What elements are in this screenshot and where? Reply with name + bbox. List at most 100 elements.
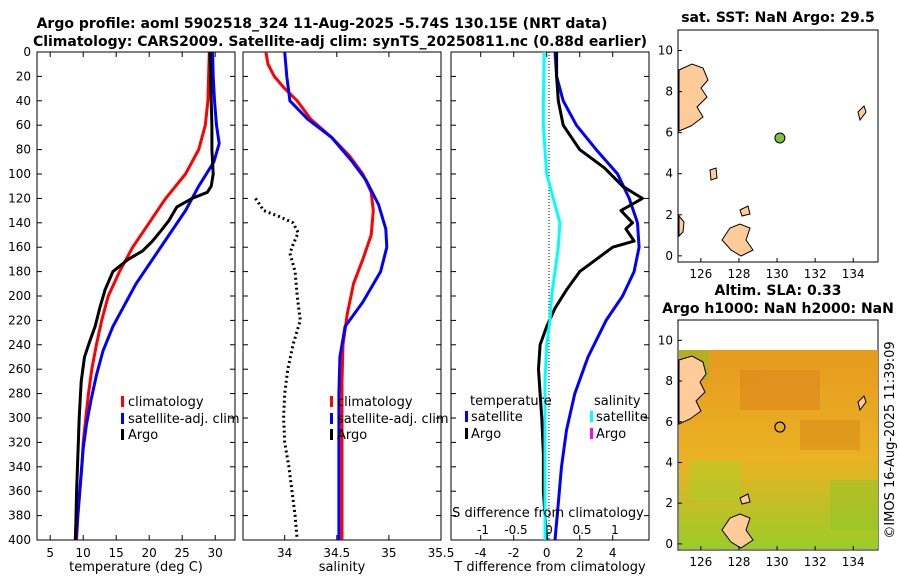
salinity-series bbox=[254, 51, 389, 541]
sla-patch-2 bbox=[800, 420, 860, 450]
x-tick-label: 34.5 bbox=[323, 546, 350, 560]
land2-mass-south bbox=[721, 513, 754, 549]
map-x-tick-label: 132 bbox=[804, 267, 827, 281]
legend3-temp-argo-swatch bbox=[465, 428, 468, 439]
depth-tick-label: 160 bbox=[8, 240, 31, 254]
island-2 bbox=[709, 167, 718, 181]
depth-tick-label: 120 bbox=[8, 191, 31, 205]
map-x-tick-label: 128 bbox=[727, 267, 750, 281]
x-tick-label: 34 bbox=[277, 546, 292, 560]
legend3-temperature-title: temperature bbox=[470, 394, 552, 409]
legend2-climatology-swatch bbox=[330, 396, 333, 407]
difference-panel: -4 -2 0 2 4 -1 -0.5 0 0.5 1 S difference from cl… bbox=[450, 51, 650, 575]
x-tick-label: -4 bbox=[475, 546, 487, 560]
island-1 bbox=[739, 205, 751, 217]
depth-tick-label: 380 bbox=[8, 509, 31, 523]
depth-tick-label: 340 bbox=[8, 460, 31, 474]
legend3-sal-satellite-label: satellite bbox=[596, 410, 648, 425]
map-x-tick-label: 128 bbox=[727, 555, 750, 569]
depth-tick-label: 40 bbox=[16, 94, 31, 108]
map-y-tick-label: 0 bbox=[665, 249, 673, 263]
depth-tick-label: 0 bbox=[23, 45, 31, 59]
depth-tick-label: 360 bbox=[8, 484, 31, 498]
title-line-2: Climatology: CARS2009. Satellite-adj cli… bbox=[33, 34, 647, 50]
island2-1 bbox=[739, 493, 751, 505]
x-tick-label: 2 bbox=[576, 546, 584, 560]
difference-axes-frame bbox=[450, 51, 650, 541]
salinity-tick-labels: 34 34.5 35 35.5 bbox=[243, 51, 455, 560]
title-line-1: Argo profile: aoml 5902518_324 11-Aug-20… bbox=[37, 16, 608, 32]
sla-map-title-2: Argo h1000: NaN h2000: NaN bbox=[662, 301, 894, 317]
x-tick-label: 35.5 bbox=[428, 546, 455, 560]
sst-map-title: sat. SST: NaN Argo: 29.5 bbox=[681, 10, 875, 26]
x-tick-label: 5 bbox=[46, 546, 54, 560]
depth-tick-label: 180 bbox=[8, 265, 31, 279]
map-y-tick-label: 0 bbox=[665, 537, 673, 551]
depth-tick-label: 140 bbox=[8, 216, 31, 230]
depth-tick-label: 60 bbox=[16, 118, 31, 132]
x-tick-label: 4 bbox=[609, 546, 617, 560]
map-y-tick-label: 8 bbox=[665, 85, 673, 99]
map-y-tick-label: 6 bbox=[665, 415, 673, 429]
map-x-tick-label: 130 bbox=[766, 555, 789, 569]
series-argo bbox=[73, 51, 215, 541]
legend3-temp-satellite-swatch bbox=[465, 411, 468, 422]
legend2-satellite-swatch bbox=[330, 413, 333, 424]
depth-tick-label: 260 bbox=[8, 362, 31, 376]
island-3 bbox=[857, 105, 867, 122]
temperature-legend: climatology satellite-adj. clim Argo bbox=[121, 395, 240, 443]
map-y-tick-label: 10 bbox=[658, 44, 673, 58]
island2-2 bbox=[857, 395, 867, 412]
map-y-tick-label: 4 bbox=[665, 167, 673, 181]
temperature-x-label: temperature (deg C) bbox=[69, 560, 203, 575]
legend2-climatology-label: climatology bbox=[337, 395, 413, 410]
map-x-tick-label: 126 bbox=[689, 267, 712, 281]
x-tick-label: 20 bbox=[142, 546, 157, 560]
sla-patch-4 bbox=[830, 480, 878, 530]
sla-map-panel: Altim. SLA: 0.33 Argo h1000: NaN h2000: … bbox=[658, 283, 894, 569]
legend-satellite-swatch bbox=[121, 413, 124, 424]
legend-satellite-label: satellite-adj. clim bbox=[128, 412, 240, 427]
x-tick-label: 0 bbox=[543, 546, 551, 560]
depth-tick-label: 20 bbox=[16, 69, 31, 83]
s-difference-label: S difference from climatology bbox=[452, 506, 644, 521]
sst-map-frame bbox=[677, 29, 879, 263]
map-y-tick-label: 10 bbox=[658, 333, 673, 347]
map-x-tick-label: 132 bbox=[804, 555, 827, 569]
depth-tick-label: 220 bbox=[8, 313, 31, 327]
legend3-temp-argo-label: Argo bbox=[471, 427, 501, 442]
depth-tick-label: 300 bbox=[8, 411, 31, 425]
series-climatology bbox=[264, 51, 375, 540]
s-diff-tick-label: -0.5 bbox=[504, 523, 527, 537]
temperature-series bbox=[73, 51, 221, 541]
land2-mass-north bbox=[678, 355, 707, 425]
series-salinity-satellite bbox=[541, 51, 562, 540]
series-satellite-adj-clim bbox=[283, 51, 389, 540]
legend2-satellite-label: satellite-adj. clim bbox=[337, 412, 449, 427]
map-x-tick-label: 126 bbox=[689, 555, 712, 569]
sla-patch-3 bbox=[690, 460, 740, 500]
sst-map-panel: sat. SST: NaN Argo: 29.5 126 128 130 132 134… bbox=[658, 10, 879, 281]
depth-tick-label: 100 bbox=[8, 167, 31, 181]
sla-field bbox=[679, 350, 878, 549]
x-tick-label: -2 bbox=[508, 546, 520, 560]
x-tick-label: 15 bbox=[109, 546, 124, 560]
legend2-argo-swatch bbox=[330, 429, 333, 440]
legend3-salinity-title: salinity bbox=[594, 394, 641, 409]
series-temperature-satellite bbox=[553, 51, 641, 541]
land-mass-north bbox=[678, 63, 709, 132]
s-diff-tick-label: 0.5 bbox=[572, 523, 591, 537]
map-x-tick-label: 134 bbox=[842, 555, 865, 569]
map-x-tick-label: 130 bbox=[766, 267, 789, 281]
legend3-sal-argo-swatch bbox=[590, 428, 593, 439]
series-satellite-adj-clim bbox=[74, 51, 221, 541]
legend3-sal-argo-label: Argo bbox=[596, 427, 626, 442]
x-tick-label: 30 bbox=[208, 546, 223, 560]
depth-tick-label: 280 bbox=[8, 387, 31, 401]
map-y-tick-label: 6 bbox=[665, 126, 673, 140]
land-mass-west bbox=[678, 214, 685, 238]
salinity-legend: climatology satellite-adj. clim Argo bbox=[330, 395, 449, 443]
series-temperature-argo bbox=[537, 52, 644, 541]
depth-tick-label: 200 bbox=[8, 289, 31, 303]
